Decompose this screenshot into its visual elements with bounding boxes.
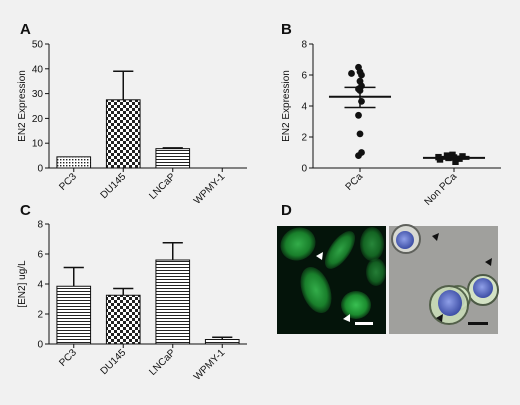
- data-point: [355, 111, 362, 119]
- bar: [56, 285, 92, 345]
- x-category-label: LNCaP: [147, 347, 178, 378]
- data-point: [358, 71, 365, 79]
- y-tick-label: 10: [32, 139, 44, 150]
- x-category-label: PC3: [57, 171, 79, 193]
- y-tick-label: 4: [301, 102, 307, 113]
- panel-label-c: C: [20, 202, 31, 219]
- arrowhead-marker: [436, 314, 443, 322]
- chart-panel-c: 0 2 4 6 8 [EN2] ug/L PC3 DU145 LNCaP WPMY-1: [17, 220, 247, 383]
- y-tick-label: 2: [301, 133, 307, 144]
- y-tick-label: 20: [32, 114, 44, 125]
- y-axis-title: [EN2] ug/L: [17, 260, 28, 308]
- x-category-label: Non PCa: [423, 171, 460, 208]
- y-tick-label: 0: [301, 164, 307, 175]
- chart-panel-b: 0 2 4 6 8 EN2 Expression PCa Non PCa: [281, 40, 501, 208]
- scale-bar: [355, 322, 373, 325]
- micrograph-brightfield: [389, 224, 499, 334]
- x-category-label: LNCaP: [147, 171, 178, 202]
- y-tick-label: 40: [32, 64, 44, 75]
- chart-panel-a: 0 10 20 30 40 50 EN2 Expression PC3 DU145 LNCaP WP…: [17, 40, 247, 207]
- arrowhead-marker: [316, 252, 323, 260]
- y-tick-label: 50: [32, 40, 44, 51]
- y-axis-title: EN2 Expression: [17, 70, 28, 142]
- scale-bar: [468, 322, 488, 325]
- x-category-label: DU145: [99, 171, 129, 201]
- bar: [56, 156, 92, 169]
- x-category-label: PC3: [57, 347, 79, 369]
- data-point: [356, 130, 364, 138]
- panel-label-b: B: [281, 21, 292, 38]
- arrowhead-marker: [343, 314, 350, 322]
- y-tick-label: 30: [32, 89, 44, 100]
- y-tick-label: 6: [301, 71, 307, 82]
- y-tick-label: 6: [37, 250, 43, 261]
- y-tick-label: 8: [37, 220, 43, 231]
- panel-label-d: D: [281, 202, 292, 219]
- panel-label-a: A: [20, 21, 31, 38]
- data-point: [348, 70, 355, 77]
- y-axis-title: EN2 Expression: [281, 70, 292, 142]
- arrowhead-marker: [485, 258, 492, 266]
- x-category-label: WPMY-1: [192, 347, 228, 383]
- bar: [155, 148, 191, 169]
- y-tick-label: 8: [301, 40, 307, 51]
- micrograph-fluorescence: [277, 226, 386, 334]
- arrowhead-marker: [432, 233, 439, 241]
- y-tick-label: 4: [37, 280, 43, 291]
- x-category-label: DU145: [99, 347, 129, 377]
- x-category-label: WPMY-1: [192, 171, 228, 207]
- data-point: [355, 152, 362, 160]
- bar: [204, 339, 240, 345]
- data-point: [358, 97, 365, 105]
- y-tick-label: 2: [37, 310, 43, 321]
- x-category-label: PCa: [344, 171, 366, 193]
- bar: [155, 259, 191, 345]
- y-tick-label: 0: [37, 340, 43, 351]
- y-tick-label: 0: [37, 164, 43, 175]
- bar: [105, 294, 141, 345]
- bar: [105, 99, 141, 169]
- data-point: [452, 158, 459, 165]
